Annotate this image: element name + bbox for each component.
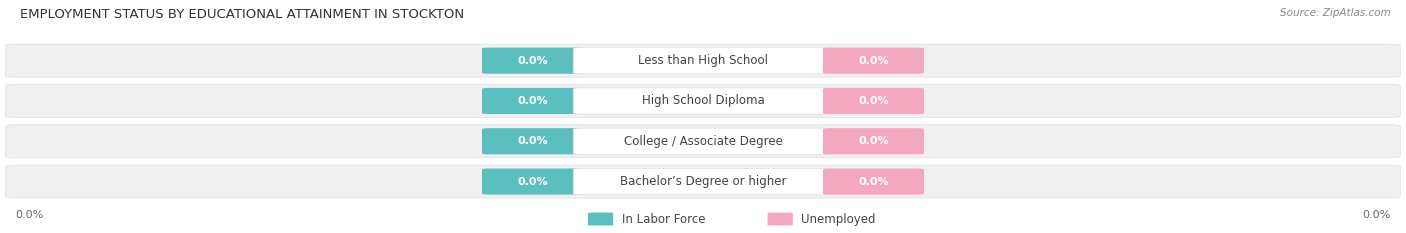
Text: 0.0%: 0.0% <box>517 56 548 66</box>
Text: High School Diploma: High School Diploma <box>641 94 765 107</box>
FancyBboxPatch shape <box>482 88 583 114</box>
Text: 0.0%: 0.0% <box>858 177 889 187</box>
FancyBboxPatch shape <box>823 88 924 114</box>
Text: 0.0%: 0.0% <box>517 96 548 106</box>
FancyBboxPatch shape <box>574 48 832 74</box>
FancyBboxPatch shape <box>588 212 613 226</box>
Text: 0.0%: 0.0% <box>858 96 889 106</box>
FancyBboxPatch shape <box>482 128 583 154</box>
FancyBboxPatch shape <box>574 88 832 114</box>
Text: Less than High School: Less than High School <box>638 54 768 67</box>
Text: 0.0%: 0.0% <box>15 210 44 220</box>
Text: Unemployed: Unemployed <box>801 212 876 226</box>
FancyBboxPatch shape <box>6 125 1400 158</box>
FancyBboxPatch shape <box>482 168 583 195</box>
FancyBboxPatch shape <box>6 44 1400 77</box>
Text: College / Associate Degree: College / Associate Degree <box>624 135 782 148</box>
FancyBboxPatch shape <box>823 168 924 195</box>
FancyBboxPatch shape <box>6 165 1400 198</box>
FancyBboxPatch shape <box>482 48 583 74</box>
FancyBboxPatch shape <box>768 212 793 226</box>
FancyBboxPatch shape <box>823 48 924 74</box>
FancyBboxPatch shape <box>823 128 924 154</box>
FancyBboxPatch shape <box>574 168 832 195</box>
Text: 0.0%: 0.0% <box>858 56 889 66</box>
Text: 0.0%: 0.0% <box>517 177 548 187</box>
Text: 0.0%: 0.0% <box>858 136 889 146</box>
Text: EMPLOYMENT STATUS BY EDUCATIONAL ATTAINMENT IN STOCKTON: EMPLOYMENT STATUS BY EDUCATIONAL ATTAINM… <box>20 8 464 21</box>
Text: Bachelor’s Degree or higher: Bachelor’s Degree or higher <box>620 175 786 188</box>
FancyBboxPatch shape <box>574 128 832 154</box>
FancyBboxPatch shape <box>6 84 1400 117</box>
Text: 0.0%: 0.0% <box>517 136 548 146</box>
Text: Source: ZipAtlas.com: Source: ZipAtlas.com <box>1279 8 1391 18</box>
Text: 0.0%: 0.0% <box>1362 210 1391 220</box>
Text: In Labor Force: In Labor Force <box>621 212 706 226</box>
